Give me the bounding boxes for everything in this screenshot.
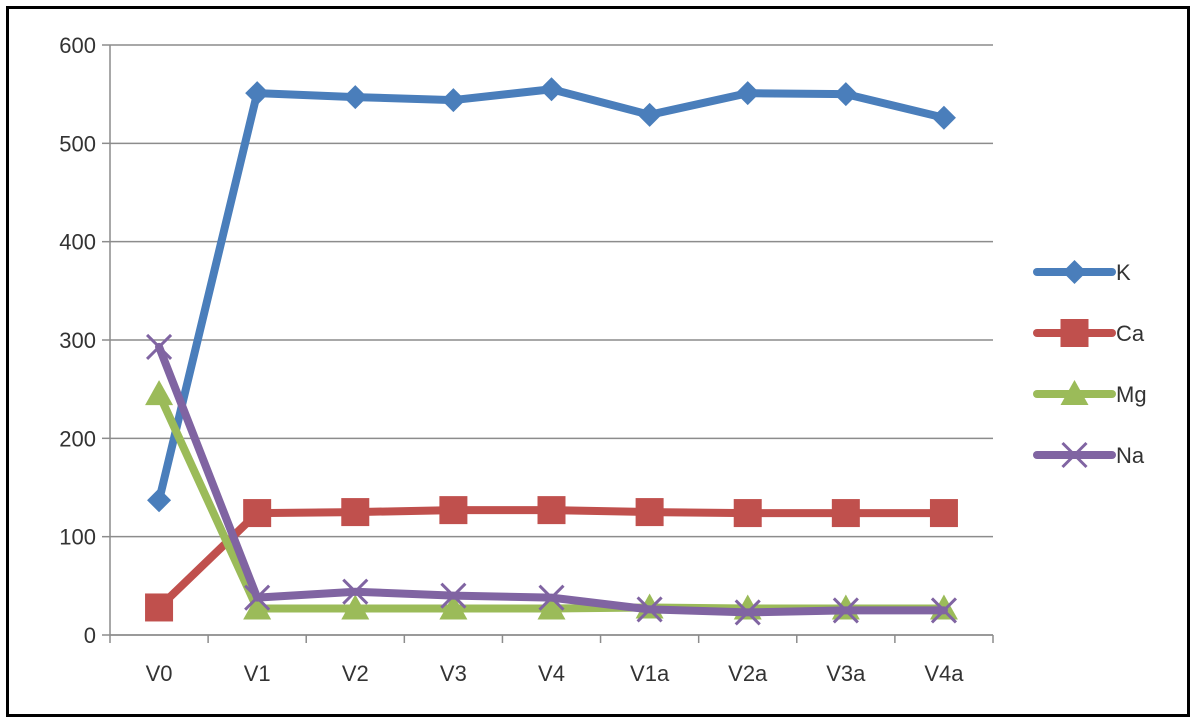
data-point-k [931, 105, 956, 130]
legend-label-na: Na [1116, 443, 1145, 468]
data-point-k [833, 82, 858, 107]
data-point-k [245, 81, 270, 106]
y-tick-label: 500 [59, 131, 96, 156]
data-point-na [538, 584, 565, 611]
data-point-mg [537, 594, 566, 620]
data-point-k [637, 102, 662, 127]
legend-marker-ca [1060, 319, 1089, 347]
series-ca [145, 496, 958, 622]
axes [109, 45, 993, 636]
legend-marker-na [1061, 441, 1088, 469]
x-tick-label: V3 [440, 661, 467, 686]
legend-label-ca: Ca [1116, 321, 1145, 346]
legend-item-mg: Mg [1033, 380, 1147, 407]
x-tick-label: V4a [924, 661, 964, 686]
series-na [145, 333, 958, 626]
data-point-na [145, 333, 173, 360]
x-tick-label: V0 [146, 661, 173, 686]
data-point-ca [831, 499, 860, 528]
legend-marker-k [1062, 260, 1087, 284]
data-point-na [636, 596, 663, 623]
legend: K Ca Mg Na [1033, 260, 1147, 469]
y-tick-label: 200 [59, 426, 96, 451]
chart-frame [6, 6, 1190, 717]
series-line-na [155, 342, 948, 617]
data-point-ca [341, 498, 370, 527]
data-point-k [539, 77, 564, 102]
data-point-ca [537, 496, 566, 525]
data-point-ca [929, 499, 958, 528]
y-tick-label: 100 [59, 525, 96, 550]
y-tick-label: 0 [84, 623, 96, 648]
legend-item-k: K [1033, 260, 1131, 285]
data-point-mg [341, 594, 370, 620]
legend-item-na: Na [1033, 441, 1145, 469]
y-tick-label: 400 [59, 230, 96, 255]
x-tick-label: V4 [538, 661, 565, 686]
x-tick-label: V1 [244, 661, 271, 686]
series-k [147, 77, 956, 513]
data-point-na [244, 584, 271, 611]
data-point-k [147, 488, 172, 513]
legend-marker-mg [1060, 380, 1089, 405]
data-point-na [930, 597, 958, 624]
legend-label-mg: Mg [1116, 382, 1147, 407]
data-point-na [342, 578, 369, 605]
legend-label-k: K [1116, 260, 1131, 285]
y-tick-label: 600 [59, 33, 96, 58]
data-point-na [440, 582, 467, 609]
series-group [145, 77, 958, 626]
data-point-ca [145, 593, 174, 622]
data-point-ca [243, 499, 272, 528]
data-point-k [441, 88, 466, 113]
data-point-mg [145, 380, 174, 406]
x-tick-label: V2 [342, 661, 369, 686]
data-point-mg [439, 594, 468, 620]
x-axis-ticks: V0 V1 V2 V3 V4 V1a V2a V3a V4a [109, 635, 994, 686]
x-tick-label: V3a [826, 661, 866, 686]
x-tick-label: V1a [630, 661, 670, 686]
data-point-k [343, 85, 368, 110]
data-point-ca [733, 499, 762, 528]
data-point-ca [635, 498, 664, 527]
data-point-na [832, 597, 859, 624]
gridlines [110, 44, 993, 636]
legend-item-ca: Ca [1033, 319, 1145, 347]
data-point-k [735, 81, 760, 106]
data-point-na [734, 599, 761, 626]
x-tick-label: V2a [728, 661, 768, 686]
data-point-mg [243, 594, 272, 620]
data-point-ca [439, 496, 468, 525]
y-tick-label: 300 [59, 328, 96, 353]
y-axis-ticks: 0 100 200 300 400 500 600 [59, 33, 110, 648]
